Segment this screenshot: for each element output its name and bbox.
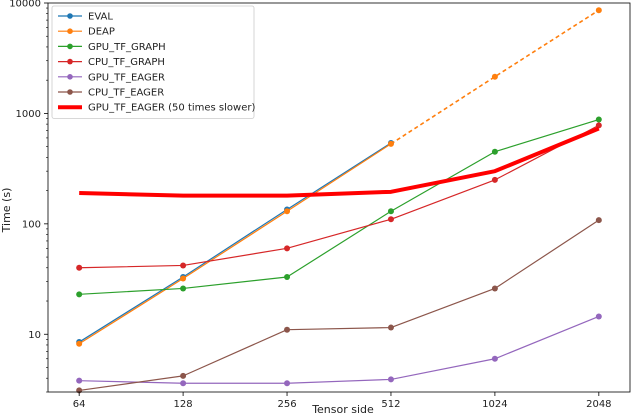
data-point [595, 122, 602, 129]
y-axis-label: Time (s) [0, 188, 13, 234]
legend: EVAL DEAP GPU_TF_GRAPH CPU_TF_GRAPH GPU_TF_E… [51, 5, 255, 119]
series-line [78, 142, 392, 343]
data-point [595, 7, 602, 14]
data-point [180, 380, 187, 387]
data-point [180, 285, 187, 292]
legend-label: CPU_TF_EAGER [88, 88, 164, 99]
legend-marker [67, 89, 73, 95]
data-point [76, 377, 83, 384]
legend-label: GPU_TF_EAGER [88, 72, 165, 83]
axes: 64 128 256 512 1024 2048 10 100 1000 10000 [9, 0, 631, 410]
data-point [491, 148, 498, 155]
legend-label: GPU_TF_EAGER (50 times slower) [88, 103, 255, 114]
series-line [78, 143, 392, 345]
data-point [387, 324, 394, 331]
data-point [387, 376, 394, 383]
series-line-dashed [390, 9, 600, 145]
data-point [595, 313, 602, 320]
y-tick-label: 100 [22, 219, 41, 230]
x-tick-label: 64 [73, 399, 86, 410]
x-axis-label: Tensor side [311, 403, 374, 416]
series-line [79, 219, 600, 392]
y-tick-label: 1000 [16, 109, 41, 120]
data-point [284, 380, 291, 387]
legend-marker [67, 13, 73, 19]
data-point [180, 262, 187, 269]
data-point [76, 291, 83, 298]
legend-marker [67, 43, 73, 50]
data-point [284, 245, 291, 252]
series-line [79, 118, 599, 295]
plot-frame [47, 2, 631, 393]
data-point [180, 372, 187, 379]
data-point [387, 208, 394, 215]
legend-label: EVAL [88, 12, 113, 23]
data-point [284, 326, 291, 333]
data-point [387, 216, 394, 223]
series-line [79, 315, 600, 384]
series-line [79, 126, 600, 198]
data-point [491, 285, 498, 292]
y-tick-label: 10000 [9, 0, 41, 10]
y-tick-label: 10 [28, 330, 41, 341]
legend-box [51, 5, 255, 119]
plot-area [76, 7, 602, 394]
data-point [491, 73, 498, 80]
legend-label: CPU_TF_GRAPH [88, 57, 165, 68]
data-point [284, 208, 291, 215]
legend-marker [67, 58, 73, 65]
x-tick-label: 512 [381, 399, 400, 410]
data-point [491, 355, 498, 362]
data-point [76, 340, 83, 347]
x-tick-label: 2048 [586, 399, 611, 410]
legend-marker [67, 28, 73, 34]
data-point [180, 275, 187, 282]
legend-marker [67, 74, 73, 80]
x-tick-label: 1024 [482, 399, 507, 410]
data-point [595, 217, 602, 224]
x-tick-label: 128 [174, 399, 193, 410]
data-point [387, 140, 394, 147]
data-point [491, 176, 498, 183]
legend-label: GPU_TF_GRAPH [88, 42, 166, 53]
data-point [284, 274, 291, 281]
legend-label: DEAP [88, 27, 115, 38]
data-point [76, 264, 83, 271]
x-tick-label: 256 [277, 399, 296, 410]
data-point [595, 116, 602, 123]
series-line [79, 124, 600, 269]
